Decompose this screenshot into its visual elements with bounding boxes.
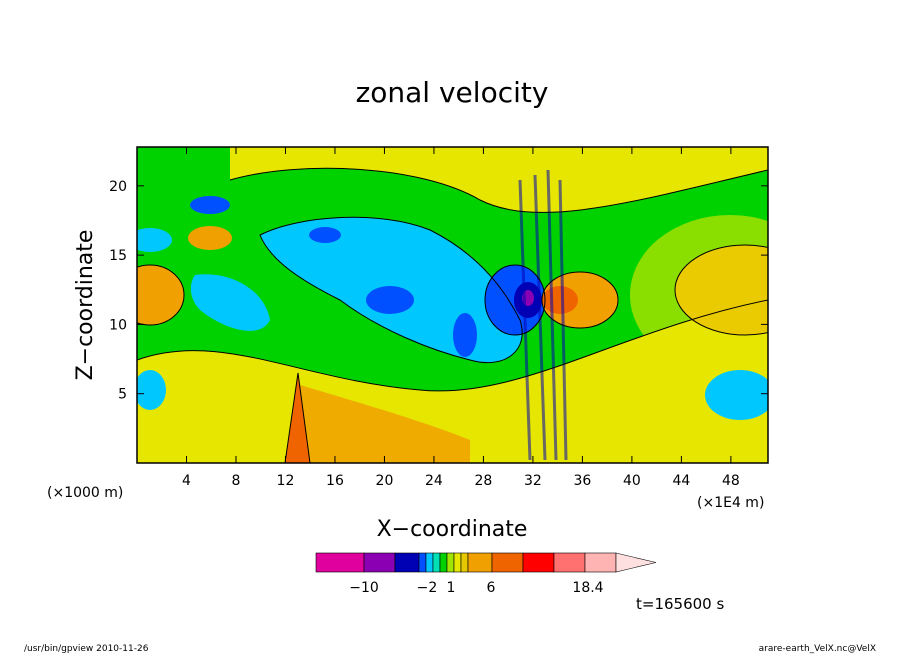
colorbar-tick-label: −10 bbox=[349, 580, 379, 596]
field-region-right-lobe-outer bbox=[630, 215, 768, 375]
field-region-blue-1 bbox=[366, 286, 414, 314]
x-unit-left: (×1000 m) bbox=[47, 485, 123, 501]
field-region-cyan-5 bbox=[137, 228, 172, 252]
x-tick-label: 16 bbox=[326, 473, 344, 489]
y-axis-ticks: 5 10 15 20 bbox=[109, 179, 768, 403]
y-tick-label: 10 bbox=[109, 317, 127, 333]
x-tick-label: 12 bbox=[277, 473, 295, 489]
field-region-cyan-left bbox=[190, 274, 270, 331]
field-region-peak-jet bbox=[285, 373, 310, 463]
colorbar-tick-label: 1 bbox=[447, 580, 456, 596]
x-tick-label: 36 bbox=[573, 473, 591, 489]
program-date-label: /usr/bin/gpview 2010-11-26 bbox=[24, 644, 149, 654]
field-region-blue-3 bbox=[190, 196, 230, 214]
colorbar-swatch bbox=[363, 552, 396, 573]
colorbar-swatch bbox=[432, 552, 441, 573]
y-axis-label: Z−coordinate bbox=[73, 230, 98, 381]
field-streaks bbox=[518, 169, 568, 461]
y-tick-label: 5 bbox=[118, 387, 127, 403]
field-region-cyan-6 bbox=[137, 370, 166, 410]
x-tick-label: 40 bbox=[623, 473, 641, 489]
contour-lines bbox=[137, 167, 768, 463]
colorbar-swatch bbox=[491, 552, 524, 573]
colorbar bbox=[315, 552, 657, 573]
colorbar-swatch bbox=[467, 552, 493, 573]
y-tick-label: 20 bbox=[109, 179, 127, 195]
colorbar-swatch bbox=[460, 552, 469, 573]
field-region-lower-orange bbox=[300, 385, 470, 463]
x-tick-label: 28 bbox=[475, 473, 493, 489]
y-tick-label: 15 bbox=[109, 248, 127, 264]
x-axis-ticks: 4 8 12 16 20 24 28 32 36 40 44 48 bbox=[182, 147, 740, 489]
colorbar-swatch bbox=[453, 552, 462, 573]
colorbar-tick-label: 18.4 bbox=[572, 580, 603, 596]
colorbar-labels: −10 −2 1 6 18.4 bbox=[349, 580, 603, 596]
colorbar-swatch bbox=[584, 552, 617, 573]
field-region-blue-2 bbox=[453, 313, 477, 357]
colorbar-swatch bbox=[446, 552, 455, 573]
colorbar-tick-label: 6 bbox=[487, 580, 496, 596]
colorbar-swatch bbox=[315, 552, 365, 573]
field-region-cyan-7 bbox=[705, 370, 768, 420]
field-region-red-core bbox=[542, 286, 578, 314]
x-tick-label: 8 bbox=[232, 473, 241, 489]
x-tick-label: 4 bbox=[182, 473, 191, 489]
file-variable-label: arare-earth_VelX.nc@VelX bbox=[759, 644, 876, 654]
x-tick-label: 44 bbox=[672, 473, 690, 489]
colorbar-swatch bbox=[553, 552, 586, 573]
x-tick-label: 32 bbox=[524, 473, 542, 489]
velocity-field bbox=[137, 147, 768, 463]
x-axis-label: X−coordinate bbox=[377, 517, 528, 542]
chart-title: zonal velocity bbox=[356, 76, 549, 109]
colorbar-swatch bbox=[394, 552, 420, 573]
colorbar-swatch bbox=[439, 552, 448, 573]
field-region-yellow-top bbox=[230, 147, 768, 213]
plot-frame bbox=[136, 146, 769, 464]
colorbar-extension-arrow bbox=[615, 552, 657, 573]
colorbar-swatch bbox=[425, 552, 434, 573]
field-region-left-lobe bbox=[137, 265, 184, 325]
colorbar-swatch bbox=[522, 552, 555, 573]
x-tick-label: 24 bbox=[425, 473, 443, 489]
colorbar-swatch bbox=[418, 552, 427, 573]
x-tick-label: 48 bbox=[722, 473, 740, 489]
time-label: t=165600 s bbox=[636, 595, 724, 613]
x-tick-label: 20 bbox=[376, 473, 394, 489]
field-region-orange-small bbox=[188, 226, 232, 250]
field-region-blue-4 bbox=[309, 227, 341, 243]
colorbar-tick-label: −2 bbox=[417, 580, 438, 596]
x-unit-right: (×1E4 m) bbox=[697, 495, 764, 511]
